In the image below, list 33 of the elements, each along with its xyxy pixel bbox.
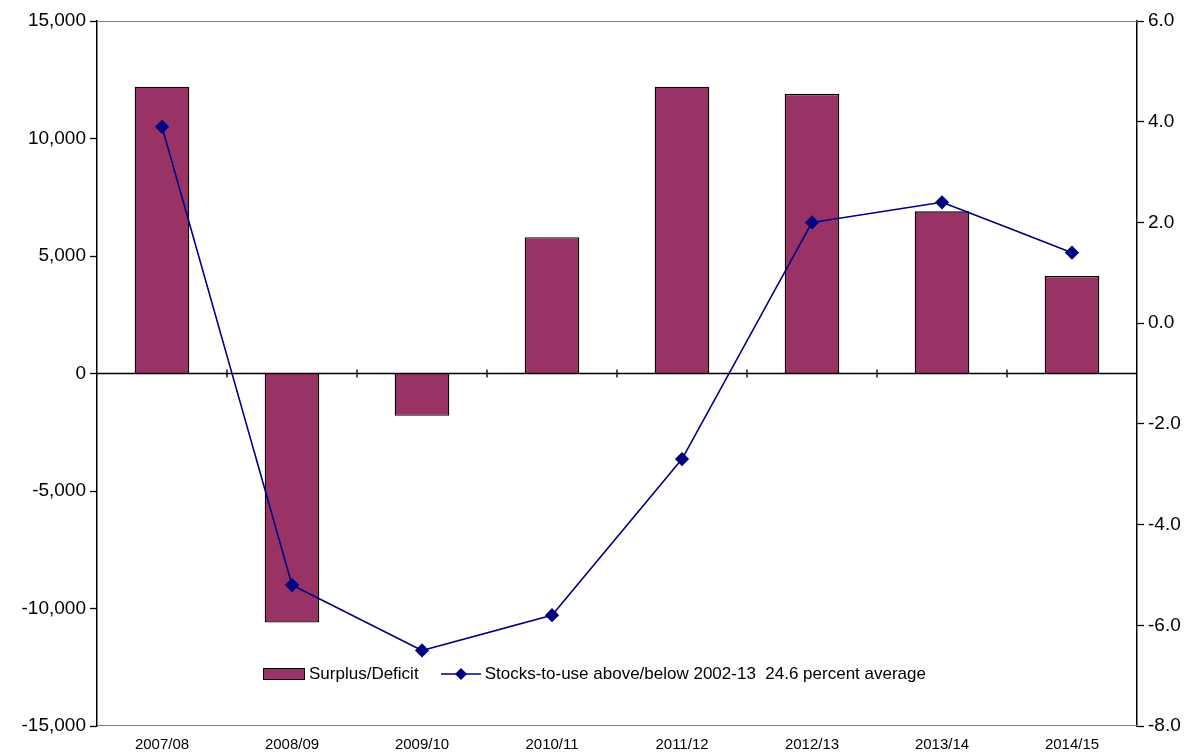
point — [675, 452, 689, 466]
y2-tick-label: -6.0 — [1148, 613, 1181, 635]
point — [805, 215, 819, 230]
point — [545, 608, 559, 623]
x-tick-label: 2014/15 — [1044, 735, 1100, 752]
y-tick-label: 0 — [75, 361, 86, 383]
legend-label: Stocks-to-use above/below 2002-13 24.6 percent average — [484, 664, 926, 684]
y2-tick-label: -2.0 — [1148, 412, 1181, 434]
y-tick-label: 15,000 — [27, 9, 86, 31]
y-tick-label: -10,000 — [21, 596, 86, 618]
point — [935, 195, 949, 210]
y2-tick-label: -4.0 — [1148, 512, 1181, 534]
y2-tick-label: 6.0 — [1148, 9, 1175, 31]
y-tick-label: 5,000 — [38, 244, 86, 266]
y-tick-label: -5,000 — [32, 479, 86, 501]
y-tick-label: 10,000 — [27, 126, 86, 148]
y2-tick-label: 0.0 — [1148, 311, 1175, 333]
point — [285, 578, 299, 592]
y-tick-label: -15,000 — [21, 714, 86, 736]
x-tick-label: 2007/08 — [134, 735, 190, 752]
point — [415, 643, 429, 658]
x-tick-label: 2011/12 — [655, 735, 709, 752]
x-tick-label: 2012/13 — [784, 735, 840, 752]
x-tick-label: 2010/11 — [525, 735, 579, 752]
x-tick-label: 2009/10 — [394, 735, 450, 752]
y2-tick-label: 4.0 — [1148, 109, 1175, 131]
y2-tick-label: -8.0 — [1148, 714, 1181, 736]
x-tick-label: 2013/14 — [914, 735, 970, 752]
point — [1065, 245, 1079, 260]
legend-label: Surplus/Deficit — [309, 664, 419, 684]
y2-tick-label: 2.0 — [1148, 210, 1175, 232]
x-tick-label: 2008/09 — [264, 735, 320, 752]
point — [155, 119, 169, 134]
